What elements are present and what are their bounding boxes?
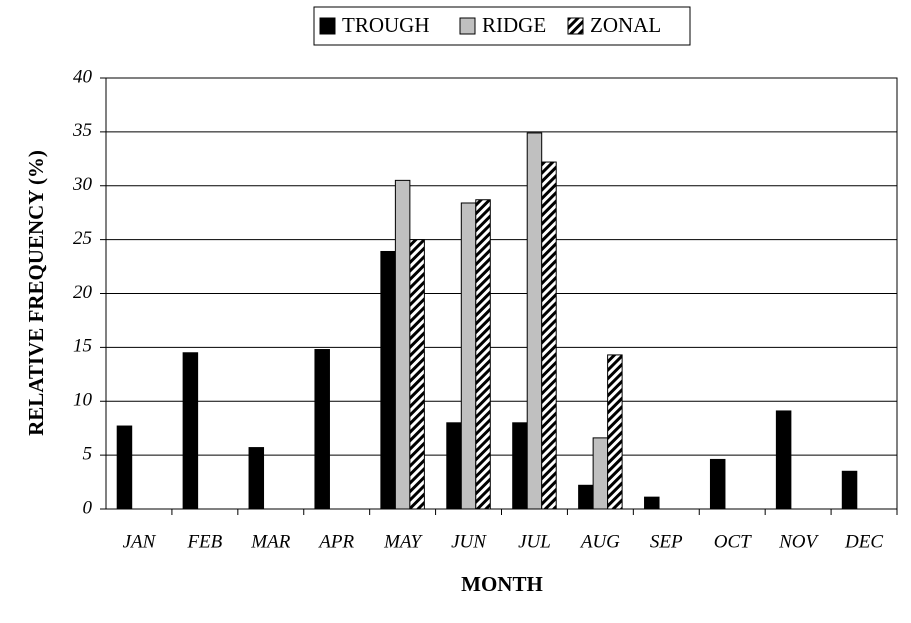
x-axis-label: MONTH <box>461 572 543 596</box>
x-tick-label: AUG <box>579 531 620 552</box>
y-tick-label: 20 <box>73 282 93 303</box>
y-tick-label: 40 <box>73 66 93 87</box>
bar <box>592 437 609 510</box>
bar <box>512 422 528 510</box>
bar <box>644 496 660 510</box>
x-tick-label: DEC <box>844 531 883 552</box>
bar <box>314 349 330 510</box>
legend-label: TROUGH <box>342 13 430 37</box>
y-tick-label: 5 <box>83 443 93 464</box>
bar <box>182 352 199 510</box>
y-tick-label: 10 <box>73 390 93 411</box>
x-tick-label: FEB <box>186 531 222 552</box>
bar <box>380 250 396 510</box>
legend-swatch <box>567 17 584 35</box>
legend-swatch <box>459 17 476 35</box>
x-tick-label: MAY <box>383 531 423 552</box>
x-tick-label: JUN <box>451 531 487 552</box>
y-tick-label: 30 <box>72 174 93 195</box>
bar <box>394 179 411 510</box>
bar <box>460 202 477 510</box>
bar <box>446 422 462 510</box>
bar <box>116 425 133 510</box>
bar <box>578 484 594 510</box>
bar <box>541 161 557 510</box>
legend-label: ZONAL <box>590 13 661 37</box>
x-tick-label: JAN <box>123 531 157 552</box>
bar <box>775 410 792 510</box>
x-tick-label: MAR <box>250 531 290 552</box>
x-tick-label: JUL <box>518 531 551 552</box>
y-tick-label: 0 <box>83 497 93 518</box>
legend-swatch <box>319 17 336 35</box>
x-tick-label: SEP <box>650 531 683 552</box>
bar <box>475 199 491 510</box>
y-tick-label: 15 <box>73 336 92 357</box>
y-tick-label: 25 <box>73 228 92 249</box>
x-tick-label: NOV <box>778 531 819 552</box>
legend-box <box>313 6 691 46</box>
bar <box>709 458 726 510</box>
y-tick-label: 35 <box>72 120 92 141</box>
bar <box>841 470 858 510</box>
bar <box>248 447 265 510</box>
bar <box>526 132 543 510</box>
x-tick-label: APR <box>317 531 354 552</box>
bar <box>409 239 425 510</box>
x-tick-label: OCT <box>714 531 752 552</box>
y-axis-label: RELATIVE FREQUENCY (%) <box>24 150 48 436</box>
bar <box>607 354 623 510</box>
legend-label: RIDGE <box>482 13 546 37</box>
